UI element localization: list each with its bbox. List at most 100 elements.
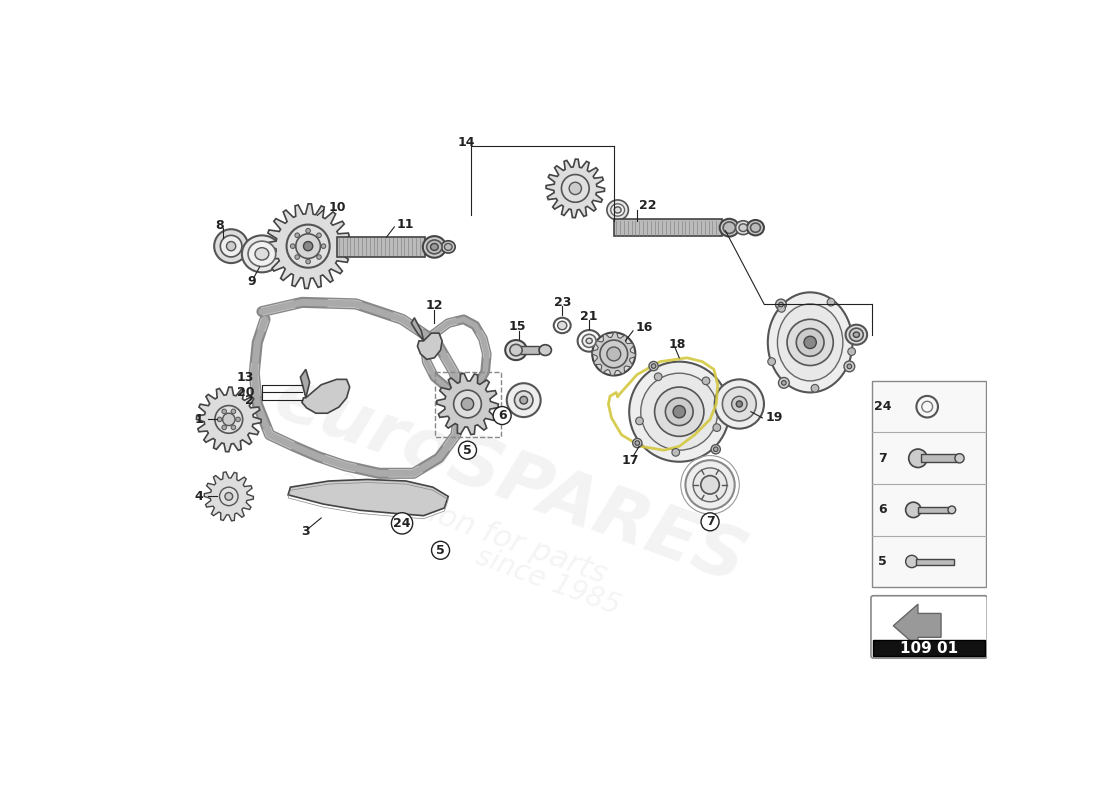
Circle shape xyxy=(654,387,704,436)
Circle shape xyxy=(786,319,834,366)
Bar xyxy=(871,381,986,587)
Circle shape xyxy=(317,254,321,259)
Bar xyxy=(873,640,985,656)
Ellipse shape xyxy=(768,292,852,393)
Ellipse shape xyxy=(614,207,622,213)
Ellipse shape xyxy=(747,220,763,235)
Text: 5: 5 xyxy=(878,555,887,568)
Text: 3: 3 xyxy=(301,526,310,538)
Circle shape xyxy=(768,358,776,366)
Circle shape xyxy=(651,364,656,368)
Polygon shape xyxy=(301,379,350,414)
Text: 5: 5 xyxy=(437,544,444,557)
Ellipse shape xyxy=(854,332,859,338)
Text: 11: 11 xyxy=(397,218,415,231)
Circle shape xyxy=(732,396,747,412)
Polygon shape xyxy=(288,479,449,516)
Circle shape xyxy=(905,502,921,518)
FancyBboxPatch shape xyxy=(871,596,988,658)
Circle shape xyxy=(673,406,685,418)
Circle shape xyxy=(306,229,310,233)
Text: 10: 10 xyxy=(329,201,346,214)
Circle shape xyxy=(231,409,235,414)
Circle shape xyxy=(607,347,620,361)
Circle shape xyxy=(701,476,719,494)
Bar xyxy=(337,237,425,257)
Ellipse shape xyxy=(719,219,739,237)
Circle shape xyxy=(321,244,326,249)
Circle shape xyxy=(507,383,541,417)
Circle shape xyxy=(955,454,964,463)
Polygon shape xyxy=(418,333,442,359)
Polygon shape xyxy=(205,472,253,521)
Text: 109 01: 109 01 xyxy=(900,641,958,655)
Ellipse shape xyxy=(539,345,551,355)
Circle shape xyxy=(844,361,855,372)
Circle shape xyxy=(600,340,628,368)
Text: euroSPARES: euroSPARES xyxy=(265,364,755,598)
Circle shape xyxy=(779,302,783,307)
Text: 9: 9 xyxy=(248,275,256,288)
Ellipse shape xyxy=(739,224,747,231)
Circle shape xyxy=(779,378,790,388)
Circle shape xyxy=(214,406,243,434)
Circle shape xyxy=(909,449,927,467)
Text: 5: 5 xyxy=(463,444,472,457)
Bar xyxy=(516,346,539,354)
Bar xyxy=(614,219,722,236)
Circle shape xyxy=(306,259,310,264)
Ellipse shape xyxy=(736,221,751,234)
Ellipse shape xyxy=(750,223,760,232)
Circle shape xyxy=(640,373,717,450)
Polygon shape xyxy=(893,604,942,647)
Circle shape xyxy=(804,336,816,349)
Text: 1: 1 xyxy=(195,413,204,426)
Circle shape xyxy=(649,362,658,370)
Ellipse shape xyxy=(248,241,276,266)
Polygon shape xyxy=(592,332,636,375)
Circle shape xyxy=(736,401,743,407)
Circle shape xyxy=(461,398,474,410)
Circle shape xyxy=(848,348,856,355)
Circle shape xyxy=(214,230,249,263)
Text: 20: 20 xyxy=(236,386,254,399)
Ellipse shape xyxy=(427,240,442,254)
Circle shape xyxy=(629,362,729,462)
Text: 19: 19 xyxy=(766,411,783,424)
Circle shape xyxy=(778,305,785,312)
Ellipse shape xyxy=(444,243,452,250)
Ellipse shape xyxy=(778,304,843,381)
Circle shape xyxy=(220,235,242,257)
Bar xyxy=(921,454,958,462)
Ellipse shape xyxy=(849,328,864,342)
Text: 8: 8 xyxy=(216,219,224,232)
Circle shape xyxy=(827,298,835,306)
Ellipse shape xyxy=(430,243,438,250)
Circle shape xyxy=(782,381,786,385)
Bar xyxy=(915,559,954,565)
Circle shape xyxy=(290,244,295,249)
Ellipse shape xyxy=(509,344,522,356)
Ellipse shape xyxy=(607,200,628,220)
Ellipse shape xyxy=(242,235,282,272)
Ellipse shape xyxy=(610,204,625,216)
Text: 7: 7 xyxy=(878,452,887,465)
Ellipse shape xyxy=(723,222,736,234)
Polygon shape xyxy=(437,374,498,434)
Ellipse shape xyxy=(558,322,566,330)
Circle shape xyxy=(796,329,824,356)
Circle shape xyxy=(569,182,582,194)
Text: 14: 14 xyxy=(458,136,475,149)
Ellipse shape xyxy=(505,340,527,360)
Text: 6: 6 xyxy=(498,409,506,422)
Text: 16: 16 xyxy=(636,322,652,334)
Circle shape xyxy=(711,445,720,454)
Circle shape xyxy=(635,441,639,446)
Circle shape xyxy=(632,438,642,448)
Circle shape xyxy=(222,409,227,414)
Text: 17: 17 xyxy=(621,454,639,467)
Ellipse shape xyxy=(422,236,446,258)
Circle shape xyxy=(666,398,693,426)
Polygon shape xyxy=(266,204,351,289)
Circle shape xyxy=(227,242,235,250)
